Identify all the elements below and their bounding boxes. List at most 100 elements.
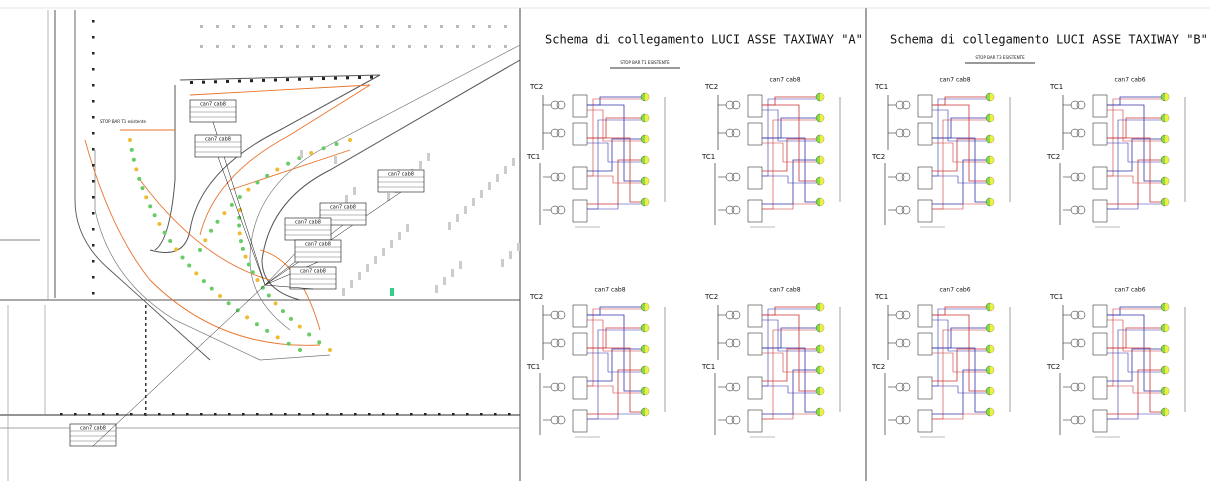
transformer: [901, 310, 911, 320]
taxiway-light: [255, 278, 260, 282]
light: [310, 77, 313, 81]
callout-label: can7 cab8: [330, 205, 356, 211]
lamp-half: [1165, 198, 1169, 206]
taxiway-light: [131, 157, 136, 162]
light: [130, 413, 133, 416]
light: [334, 76, 337, 80]
marker: [472, 198, 475, 206]
tc-label: TC2: [529, 293, 543, 301]
taxiway-light: [309, 151, 314, 156]
transformer: [731, 128, 741, 138]
light: [370, 75, 373, 79]
wire: [587, 159, 641, 205]
stop-bar: [965, 62, 1035, 64]
diagram-header: can7 cab8: [769, 287, 800, 294]
wire: [1107, 175, 1161, 184]
cable-route: [229, 149, 351, 191]
taxiway-light: [288, 316, 293, 321]
lamp-half: [1165, 366, 1169, 374]
tc-label: TC1: [1049, 293, 1063, 301]
taxiway-light: [243, 254, 248, 259]
light: [92, 20, 95, 23]
transformer: [1076, 100, 1086, 110]
taxiway-light: [254, 322, 259, 327]
marker: [459, 261, 462, 269]
wire: [587, 175, 641, 184]
wiring-diagram: can7 cab6 TC1 TC2: [1046, 287, 1186, 438]
light: [472, 45, 475, 48]
light: [440, 25, 443, 28]
marker: [488, 182, 491, 190]
wire: [932, 319, 986, 352]
marker: [504, 166, 507, 174]
wire: [762, 352, 816, 373]
light: [92, 180, 95, 183]
taxiway-light: [194, 271, 199, 276]
tc-label: TC2: [871, 153, 885, 161]
taxiway-light: [140, 186, 145, 191]
wire: [932, 348, 986, 382]
light: [344, 25, 347, 28]
light: [92, 52, 95, 55]
light: [354, 413, 357, 416]
taxiway-light: [238, 239, 243, 244]
transformer: [731, 205, 741, 215]
light: [145, 347, 147, 350]
transformer: [1076, 415, 1086, 425]
light: [190, 81, 193, 84]
wire: [932, 109, 986, 142]
light: [424, 25, 427, 28]
wire: [1107, 137, 1161, 203]
light: [264, 25, 267, 28]
taxiway-light: [245, 315, 250, 320]
light: [424, 45, 427, 48]
wire: [587, 319, 641, 352]
light: [92, 164, 95, 167]
taxiway-light: [198, 248, 202, 252]
callout-label: can7 cab8: [200, 102, 226, 108]
regulator-box: [917, 409, 933, 433]
lamp-half: [1165, 408, 1169, 416]
marker: [451, 269, 454, 277]
wire: [762, 175, 816, 184]
callout-label: can7 cab8: [305, 242, 331, 248]
taxiway-light: [275, 167, 280, 172]
panel-title: Schema di collegamento LUCI ASSE TAXIWAY…: [890, 33, 1208, 47]
feeder: [1059, 95, 1064, 225]
site-plan: STOP BAR T1 esistente can7 cab8 can7 cab8 c…: [0, 10, 521, 481]
taxiway-light: [273, 301, 278, 306]
diagram-header: can7 cab6: [1114, 287, 1145, 294]
transformer: [901, 128, 911, 138]
wiring-diagram: TC2 TC1: [526, 83, 666, 228]
lamp-half: [645, 198, 649, 206]
wiring-diagram: can7 cab8 TC2 TC1: [701, 287, 841, 438]
taxiway-light: [137, 176, 142, 181]
light: [296, 45, 299, 48]
lamp-half: [1165, 303, 1169, 311]
transformer: [731, 382, 741, 392]
taxiway-light: [265, 173, 270, 178]
wire: [932, 142, 986, 163]
light: [214, 413, 217, 416]
light: [216, 45, 219, 48]
wire: [1107, 347, 1161, 413]
marker: [390, 288, 394, 296]
taxiway-light: [298, 348, 302, 352]
taxiway-light: [246, 262, 251, 267]
marker: [382, 248, 385, 256]
wire: [1107, 159, 1161, 205]
taxiway-light: [240, 246, 245, 251]
light: [368, 413, 371, 416]
light: [344, 45, 347, 48]
taxiway-light: [128, 138, 132, 142]
light: [242, 413, 245, 416]
marker: [300, 150, 303, 158]
lamp-half: [1165, 135, 1169, 143]
lamp-half: [990, 345, 994, 353]
light: [145, 371, 147, 374]
taxiway-light: [317, 340, 322, 345]
regulator-box: [747, 122, 763, 146]
feeder: [714, 95, 719, 225]
transformer: [1076, 172, 1086, 182]
callout-label: can7 cab8: [205, 137, 231, 143]
